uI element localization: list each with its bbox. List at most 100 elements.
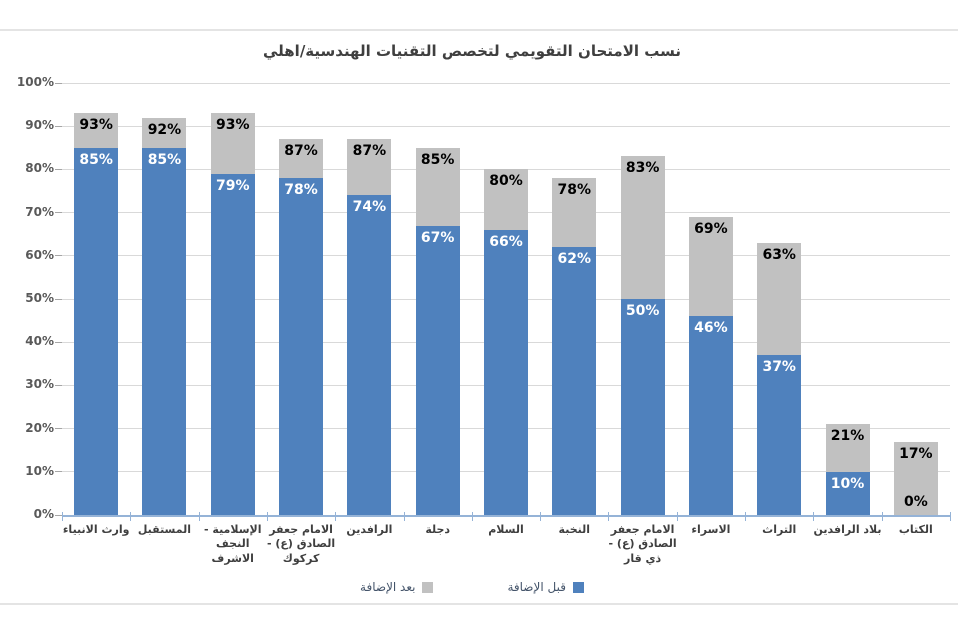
bar-before-label: 50% [625, 303, 660, 319]
bar-before-label: 78% [284, 182, 318, 199]
x-axis-category-label: الكتاب [898, 523, 933, 536]
y-axis-label: 50% [25, 291, 54, 305]
y-axis-label: 20% [25, 420, 54, 435]
bar-segment-before[interactable] [347, 195, 392, 515]
x-axis-category-label: المستقبل [137, 523, 192, 536]
bar-segment-after[interactable] [74, 113, 119, 148]
x-axis-tick [745, 512, 747, 521]
bar-before-label: 66% [489, 233, 523, 250]
bar-before-label: 37% [762, 359, 796, 376]
x-axis-tick [950, 512, 951, 521]
x-axis-category-label: الامام جعفر الصادق (ع) - كركوك [266, 523, 336, 565]
x-axis-line [62, 515, 950, 517]
bar-segment-before[interactable] [620, 299, 665, 515]
bar-before-label: 85% [79, 151, 113, 168]
x-axis-tick [266, 512, 268, 521]
y-axis-tick [55, 125, 62, 127]
x-axis-category-label: الرافدين [346, 523, 393, 536]
bar-segment-after[interactable] [688, 216, 733, 317]
y-axis-label: 40% [25, 334, 54, 349]
bar-total-label: 92% [147, 121, 182, 138]
y-axis-tick [55, 428, 62, 430]
bar-before-label: 10% [830, 475, 865, 492]
bar-segment-after[interactable] [893, 441, 938, 515]
chart-title: نسب الامتحان التقويمي لتخصص التقنيات اله… [262, 42, 682, 60]
bar-segment-after[interactable] [825, 424, 870, 472]
bar-segment-after[interactable] [347, 139, 392, 196]
page-divider-bottom [0, 603, 958, 605]
x-axis-tick [881, 512, 883, 521]
bar-before-label: 62% [557, 251, 592, 268]
bar-segment-before[interactable] [142, 147, 187, 515]
bar-total-label: 17% [899, 445, 933, 462]
bar-segment-before[interactable] [415, 225, 460, 515]
bar-segment-after[interactable] [142, 117, 187, 148]
x-axis-category-label: الاسراء [691, 523, 731, 536]
bar-segment-after[interactable] [415, 147, 460, 226]
y-axis-tick [55, 82, 62, 84]
x-axis-category-label: الامام جعفر الصادق (ع) - ذي قار [608, 523, 677, 565]
bar-before-label: 74% [352, 199, 387, 216]
x-axis-tick [608, 512, 610, 521]
bar-before-label: 0% [903, 494, 928, 510]
bar-segment-after[interactable] [279, 139, 324, 179]
bar-segment-after[interactable] [620, 156, 665, 299]
bar-total-label: 85% [420, 151, 455, 168]
bar-before-label: 46% [694, 320, 728, 337]
y-axis-tick [55, 298, 62, 300]
x-axis-tick [540, 512, 542, 521]
bar-segment-after[interactable] [757, 242, 802, 356]
x-axis-category-label: وارث الانبياء [62, 523, 130, 536]
legend-swatch-before-icon [572, 581, 584, 593]
x-axis-tick [130, 512, 132, 521]
x-axis-category-label: الإسلامية - النجف الاشرف [204, 523, 262, 565]
y-axis-label: 0% [33, 507, 54, 521]
legend-item-after[interactable]: بعد الإضافة [360, 580, 434, 594]
bar-segment-after[interactable] [484, 169, 528, 230]
bar-segment-before[interactable] [210, 173, 255, 515]
y-axis-label: 30% [25, 377, 54, 392]
bar-segment-before[interactable] [688, 316, 733, 515]
x-axis-category-label: بلاد الرافدين [813, 523, 882, 536]
bar-total-label: 80% [489, 173, 523, 190]
x-axis-tick [335, 512, 337, 521]
plot-gridline [62, 82, 950, 84]
y-axis-label: 60% [25, 247, 54, 262]
x-axis-category-label: السلام [488, 523, 524, 536]
bar-before-label: 67% [420, 229, 455, 246]
y-axis-label: 90% [25, 118, 54, 133]
bar-segment-before[interactable] [552, 247, 597, 515]
y-axis-tick [55, 514, 62, 516]
y-axis-label: 70% [25, 204, 54, 219]
legend-label-after: بعد الإضافة [360, 580, 416, 594]
y-axis-tick [55, 255, 62, 257]
x-axis-category-label: التراث [762, 523, 797, 536]
y-axis-label: 80% [25, 161, 54, 176]
y-axis-tick [55, 168, 62, 170]
bar-total-label: 63% [762, 246, 796, 263]
y-axis-label: 100% [16, 75, 54, 89]
x-axis-tick [62, 512, 63, 521]
y-axis-tick [55, 471, 62, 473]
bar-segment-before[interactable] [279, 178, 324, 515]
bar-segment-after[interactable] [210, 113, 255, 174]
x-axis-tick [403, 512, 405, 521]
bar-total-label: 21% [830, 428, 865, 445]
bar-segment-before[interactable] [757, 355, 802, 515]
x-axis-tick [676, 512, 678, 521]
legend-item-before[interactable]: قبل الإضافة [507, 580, 584, 594]
bar-segment-before[interactable] [825, 471, 870, 515]
chart-legend: بعد الإضافة قبل الإضافة [0, 576, 944, 598]
x-axis-tick [198, 512, 200, 521]
bar-total-label: 83% [625, 160, 660, 177]
y-axis-label: 10% [25, 463, 54, 478]
bar-total-label: 87% [352, 143, 387, 160]
bar-total-label: 93% [216, 117, 250, 134]
bar-segment-before[interactable] [484, 229, 528, 515]
bar-segment-after[interactable] [552, 178, 597, 248]
x-axis-tick [471, 512, 473, 521]
page-divider-top [0, 29, 958, 31]
bar-segment-before[interactable] [74, 147, 119, 515]
